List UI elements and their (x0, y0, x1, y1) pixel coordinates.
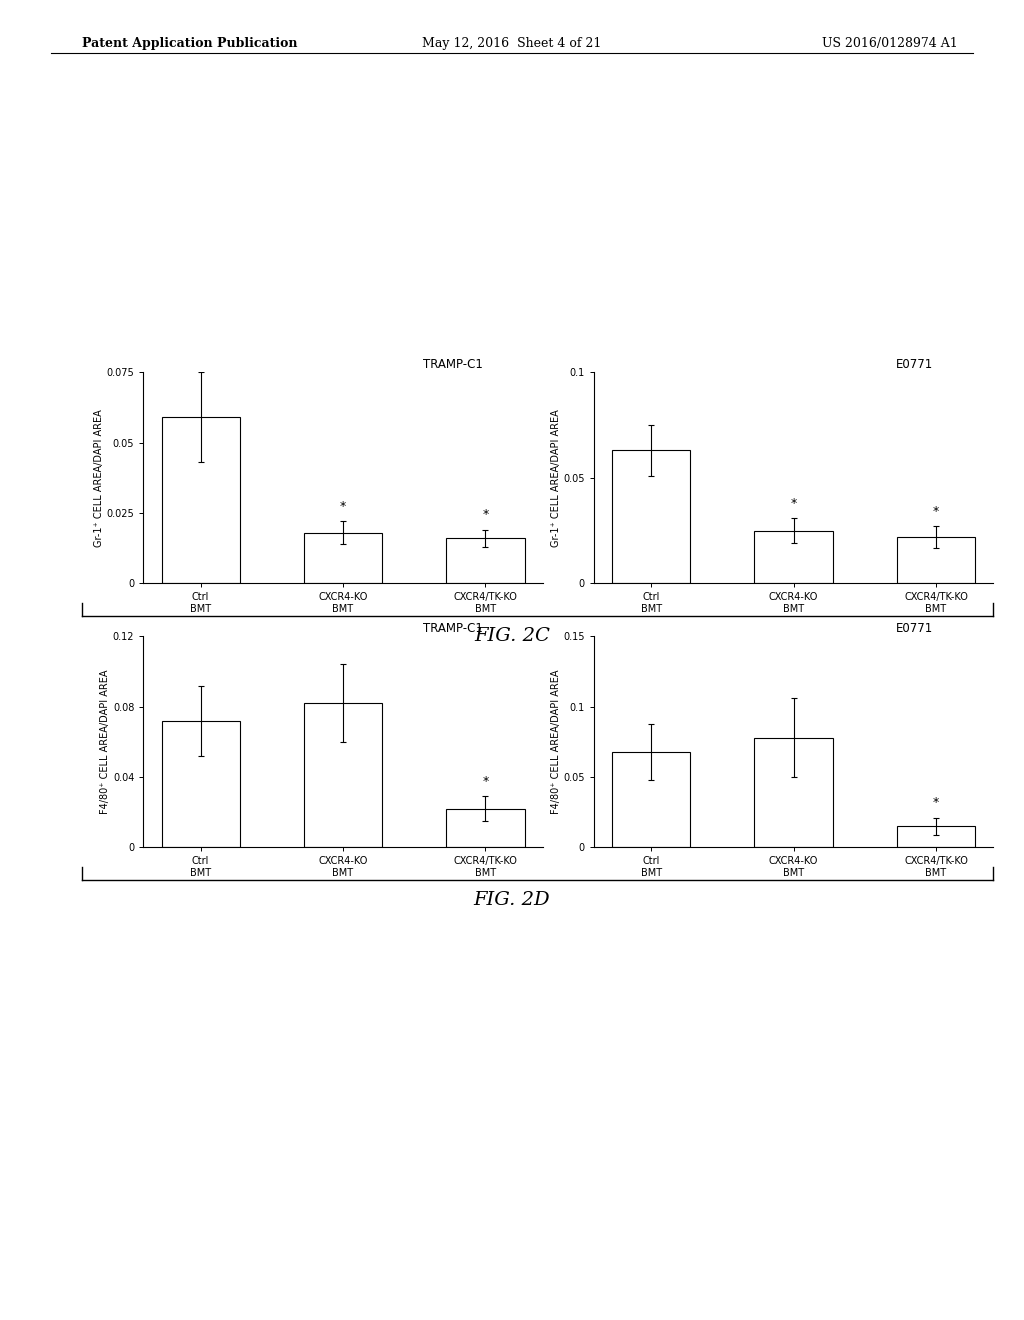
Y-axis label: F4/80⁺ CELL AREA/DAPI AREA: F4/80⁺ CELL AREA/DAPI AREA (100, 669, 110, 814)
Bar (612, 751, 690, 847)
Text: FIG. 2C: FIG. 2C (474, 627, 550, 645)
Text: US 2016/0128974 A1: US 2016/0128974 A1 (821, 37, 957, 50)
Bar (162, 721, 240, 847)
Y-axis label: Gr-1⁺ CELL AREA/DAPI AREA: Gr-1⁺ CELL AREA/DAPI AREA (551, 409, 560, 546)
Text: *: * (482, 508, 488, 521)
Text: *: * (933, 796, 939, 809)
Y-axis label: F4/80⁺ CELL AREA/DAPI AREA: F4/80⁺ CELL AREA/DAPI AREA (551, 669, 560, 814)
Bar (755, 531, 833, 583)
Text: *: * (791, 496, 797, 510)
Bar (446, 539, 524, 583)
Text: E0771: E0771 (896, 622, 934, 635)
Text: *: * (340, 500, 346, 513)
Text: Patent Application Publication: Patent Application Publication (82, 37, 297, 50)
Text: *: * (482, 775, 488, 788)
Text: FIG. 2D: FIG. 2D (474, 891, 550, 909)
Bar (162, 417, 240, 583)
Text: *: * (933, 506, 939, 517)
Text: May 12, 2016  Sheet 4 of 21: May 12, 2016 Sheet 4 of 21 (422, 37, 602, 50)
Text: TRAMP-C1: TRAMP-C1 (423, 622, 483, 635)
Bar (446, 809, 524, 847)
Y-axis label: Gr-1⁺ CELL AREA/DAPI AREA: Gr-1⁺ CELL AREA/DAPI AREA (94, 409, 103, 546)
Text: E0771: E0771 (896, 358, 934, 371)
Bar (612, 450, 690, 583)
Bar (304, 704, 382, 847)
Text: TRAMP-C1: TRAMP-C1 (423, 358, 483, 371)
Bar (304, 533, 382, 583)
Bar (897, 826, 975, 847)
Bar (897, 537, 975, 583)
Bar (755, 738, 833, 847)
